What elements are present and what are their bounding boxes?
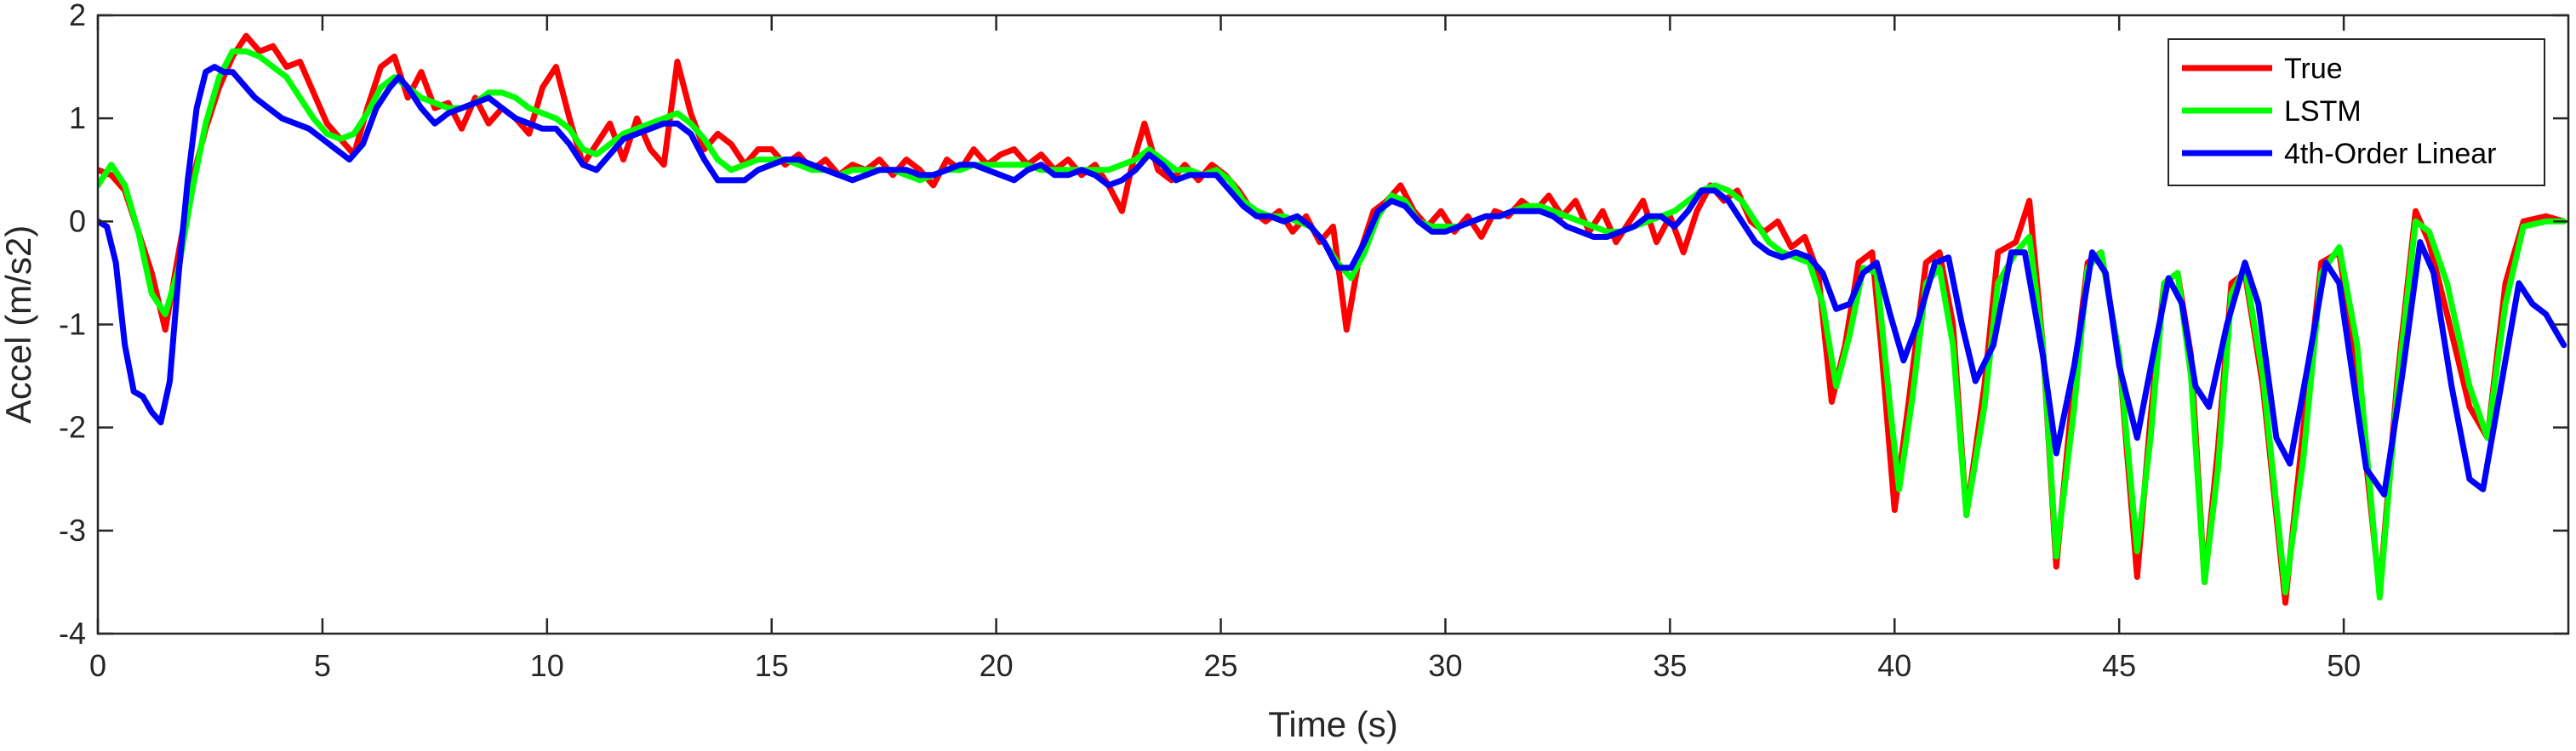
series-line-3 — [98, 64, 2567, 498]
x-tick-label: 20 — [980, 648, 1014, 683]
x-tick-label: 25 — [1204, 648, 1238, 683]
x-tick-label: 45 — [2102, 648, 2136, 683]
legend: True LSTM 4th-Order Linear — [2168, 38, 2545, 186]
y-tick-label: -1 — [59, 307, 86, 342]
legend-label-3: 4th-Order Linear — [2284, 138, 2496, 170]
y-axis-label: Accel (m/s2) — [0, 225, 38, 424]
x-tick-label: 35 — [1653, 648, 1687, 683]
y-tick-label: -3 — [59, 513, 86, 548]
legend-label-1: True — [2284, 53, 2343, 85]
x-tick-label: 40 — [1877, 648, 1911, 683]
series-layer — [98, 32, 2567, 606]
x-tick-label: 30 — [1428, 648, 1462, 683]
legend-label-2: LSTM — [2284, 95, 2362, 128]
y-tick-label: -2 — [59, 410, 86, 445]
x-tick-label: 10 — [530, 648, 564, 683]
y-tick-label: -4 — [59, 616, 86, 651]
y-tick-label: 1 — [69, 100, 86, 135]
y-tick-label: 0 — [69, 203, 86, 238]
x-tick-label: 0 — [89, 648, 106, 683]
x-tick-label: 50 — [2327, 648, 2361, 683]
x-axis-label: Time (s) — [1268, 704, 1397, 744]
x-tick-label: 5 — [314, 648, 331, 683]
x-tick-label: 15 — [755, 648, 789, 683]
tick-layer: 0 5 10 15 20 25 30 35 40 45 50 -4 -3 -2 -1 0 1 2 — [59, 0, 2568, 683]
y-tick-label: 2 — [69, 0, 86, 32]
